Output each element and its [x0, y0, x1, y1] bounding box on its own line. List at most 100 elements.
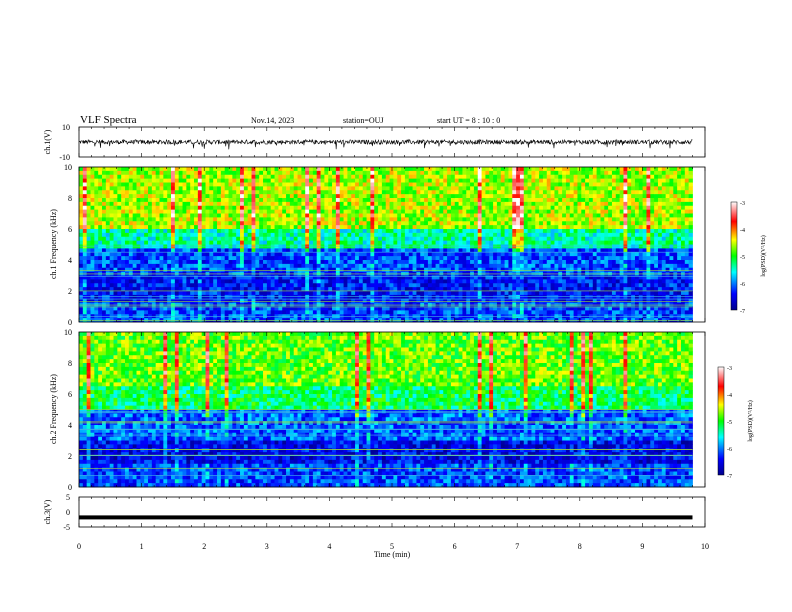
spectrogram-cell — [462, 291, 467, 296]
spectrogram-cell — [385, 194, 390, 199]
spectrogram-cell — [481, 174, 486, 180]
spectrogram-cell — [236, 186, 241, 191]
spectrogram-cell — [527, 170, 532, 176]
spectrogram-cell — [171, 267, 176, 273]
spectrogram-cell — [450, 225, 456, 230]
spectrogram-cell — [443, 256, 448, 261]
spectrogram-cell — [408, 217, 413, 222]
spectrogram-cell — [121, 275, 126, 280]
spectrogram-cell — [270, 167, 275, 172]
spectrogram-cell — [420, 244, 425, 249]
spectrogram-cell — [404, 229, 410, 234]
spectrogram-cell — [358, 167, 364, 172]
spectrogram-cell — [151, 310, 157, 315]
spectrogram-cell — [136, 170, 141, 176]
spectrogram-cell — [343, 306, 348, 311]
spectrogram-cell — [500, 279, 505, 284]
spectrogram-cell — [404, 186, 410, 191]
spectrogram-cell — [171, 248, 176, 253]
spectrogram-cell — [220, 186, 226, 191]
spectrogram-cell — [393, 167, 398, 172]
spectrogram-cell — [163, 252, 168, 257]
spectrogram-cell — [247, 225, 252, 230]
spectrogram-cell — [224, 252, 229, 257]
spectrogram-cell — [335, 298, 341, 304]
spectrogram-cell — [144, 186, 149, 191]
spectrogram-cell — [113, 194, 118, 199]
spectrogram-cell — [259, 229, 264, 234]
spectrogram-cell — [213, 279, 218, 284]
spectrogram-cell — [393, 244, 398, 249]
spectrogram-cell — [266, 190, 272, 195]
spectrogram-cell — [197, 244, 203, 249]
spectrogram-cell — [401, 260, 406, 265]
spectrogram-cell — [186, 170, 191, 176]
spectrogram-cell — [531, 217, 536, 222]
spectrogram-cell — [527, 194, 532, 199]
spectrogram-cell — [293, 205, 298, 211]
spectrogram-cell — [297, 198, 302, 203]
spectrogram-cell — [274, 298, 279, 304]
spectrogram-cell — [190, 205, 195, 211]
spectrogram-cell — [504, 252, 509, 257]
spectrogram-cell — [163, 256, 168, 261]
spectrogram-cell — [117, 240, 122, 245]
spectrogram-cell — [523, 306, 528, 311]
spectrogram-cell — [466, 225, 471, 230]
spectrogram-cell — [247, 201, 252, 207]
spectrogram-cell — [397, 178, 402, 183]
spectrogram-cell — [305, 190, 310, 195]
spectrogram-cell — [113, 198, 118, 203]
spectrogram-cell — [412, 298, 417, 304]
spectrogram-cell — [312, 217, 318, 222]
spectrogram-cell — [358, 291, 364, 296]
spectrogram-cell — [186, 182, 191, 187]
spectrogram-cell — [374, 221, 379, 226]
spectrogram-cell — [259, 217, 264, 222]
spectrogram-cell — [500, 213, 505, 218]
spectrogram-cell — [378, 174, 383, 180]
spectrogram-cell — [171, 275, 176, 280]
spectrogram-cell — [194, 244, 199, 249]
spectrogram-cell — [86, 263, 91, 269]
spectrogram-cell — [535, 279, 540, 284]
spectrogram-cell — [416, 201, 421, 207]
spectrogram-cell — [178, 205, 183, 211]
spectrogram-cell — [79, 236, 84, 242]
spectrogram-cell — [320, 244, 325, 249]
spectrogram-cell — [335, 182, 341, 187]
spectrogram-cell — [347, 263, 352, 269]
spectrogram-cell — [155, 209, 160, 214]
spectrogram-cell — [301, 170, 306, 176]
spectrogram-cell — [450, 221, 456, 226]
spectrogram-cell — [477, 167, 482, 172]
spectrogram-cell — [374, 198, 379, 203]
spectrogram-cell — [109, 244, 114, 249]
spectrogram-cell — [86, 225, 91, 230]
spectrogram-cell — [431, 194, 436, 199]
spectrogram-cell — [339, 279, 344, 284]
spectrogram-cell — [251, 198, 256, 203]
spectrogram-cell — [167, 174, 172, 180]
spectrogram-cell — [381, 275, 387, 280]
spectrogram-cell — [217, 283, 222, 288]
spectrogram-cell — [401, 201, 406, 207]
spectrogram-cell — [427, 244, 433, 249]
spectrogram-cell — [385, 248, 390, 253]
spectrogram-cell — [316, 170, 321, 176]
spectrogram-cell — [182, 217, 187, 222]
spectrogram-cell — [496, 252, 502, 257]
spectrogram-cell — [278, 194, 283, 199]
spectrogram-cell — [293, 167, 298, 172]
spectrogram-cell — [343, 213, 348, 218]
spectrogram-cell — [86, 178, 91, 183]
spectrogram-cell — [462, 302, 467, 307]
spectrogram-cell — [389, 213, 394, 218]
spectrogram-cell — [98, 221, 103, 226]
spectrogram-cell — [454, 287, 459, 292]
spectrogram-cell — [378, 291, 383, 296]
spectrogram-cell — [228, 174, 233, 180]
spectrogram-cell — [259, 225, 264, 230]
spectrogram-cell — [151, 225, 157, 230]
spectrogram-cell — [316, 294, 321, 300]
